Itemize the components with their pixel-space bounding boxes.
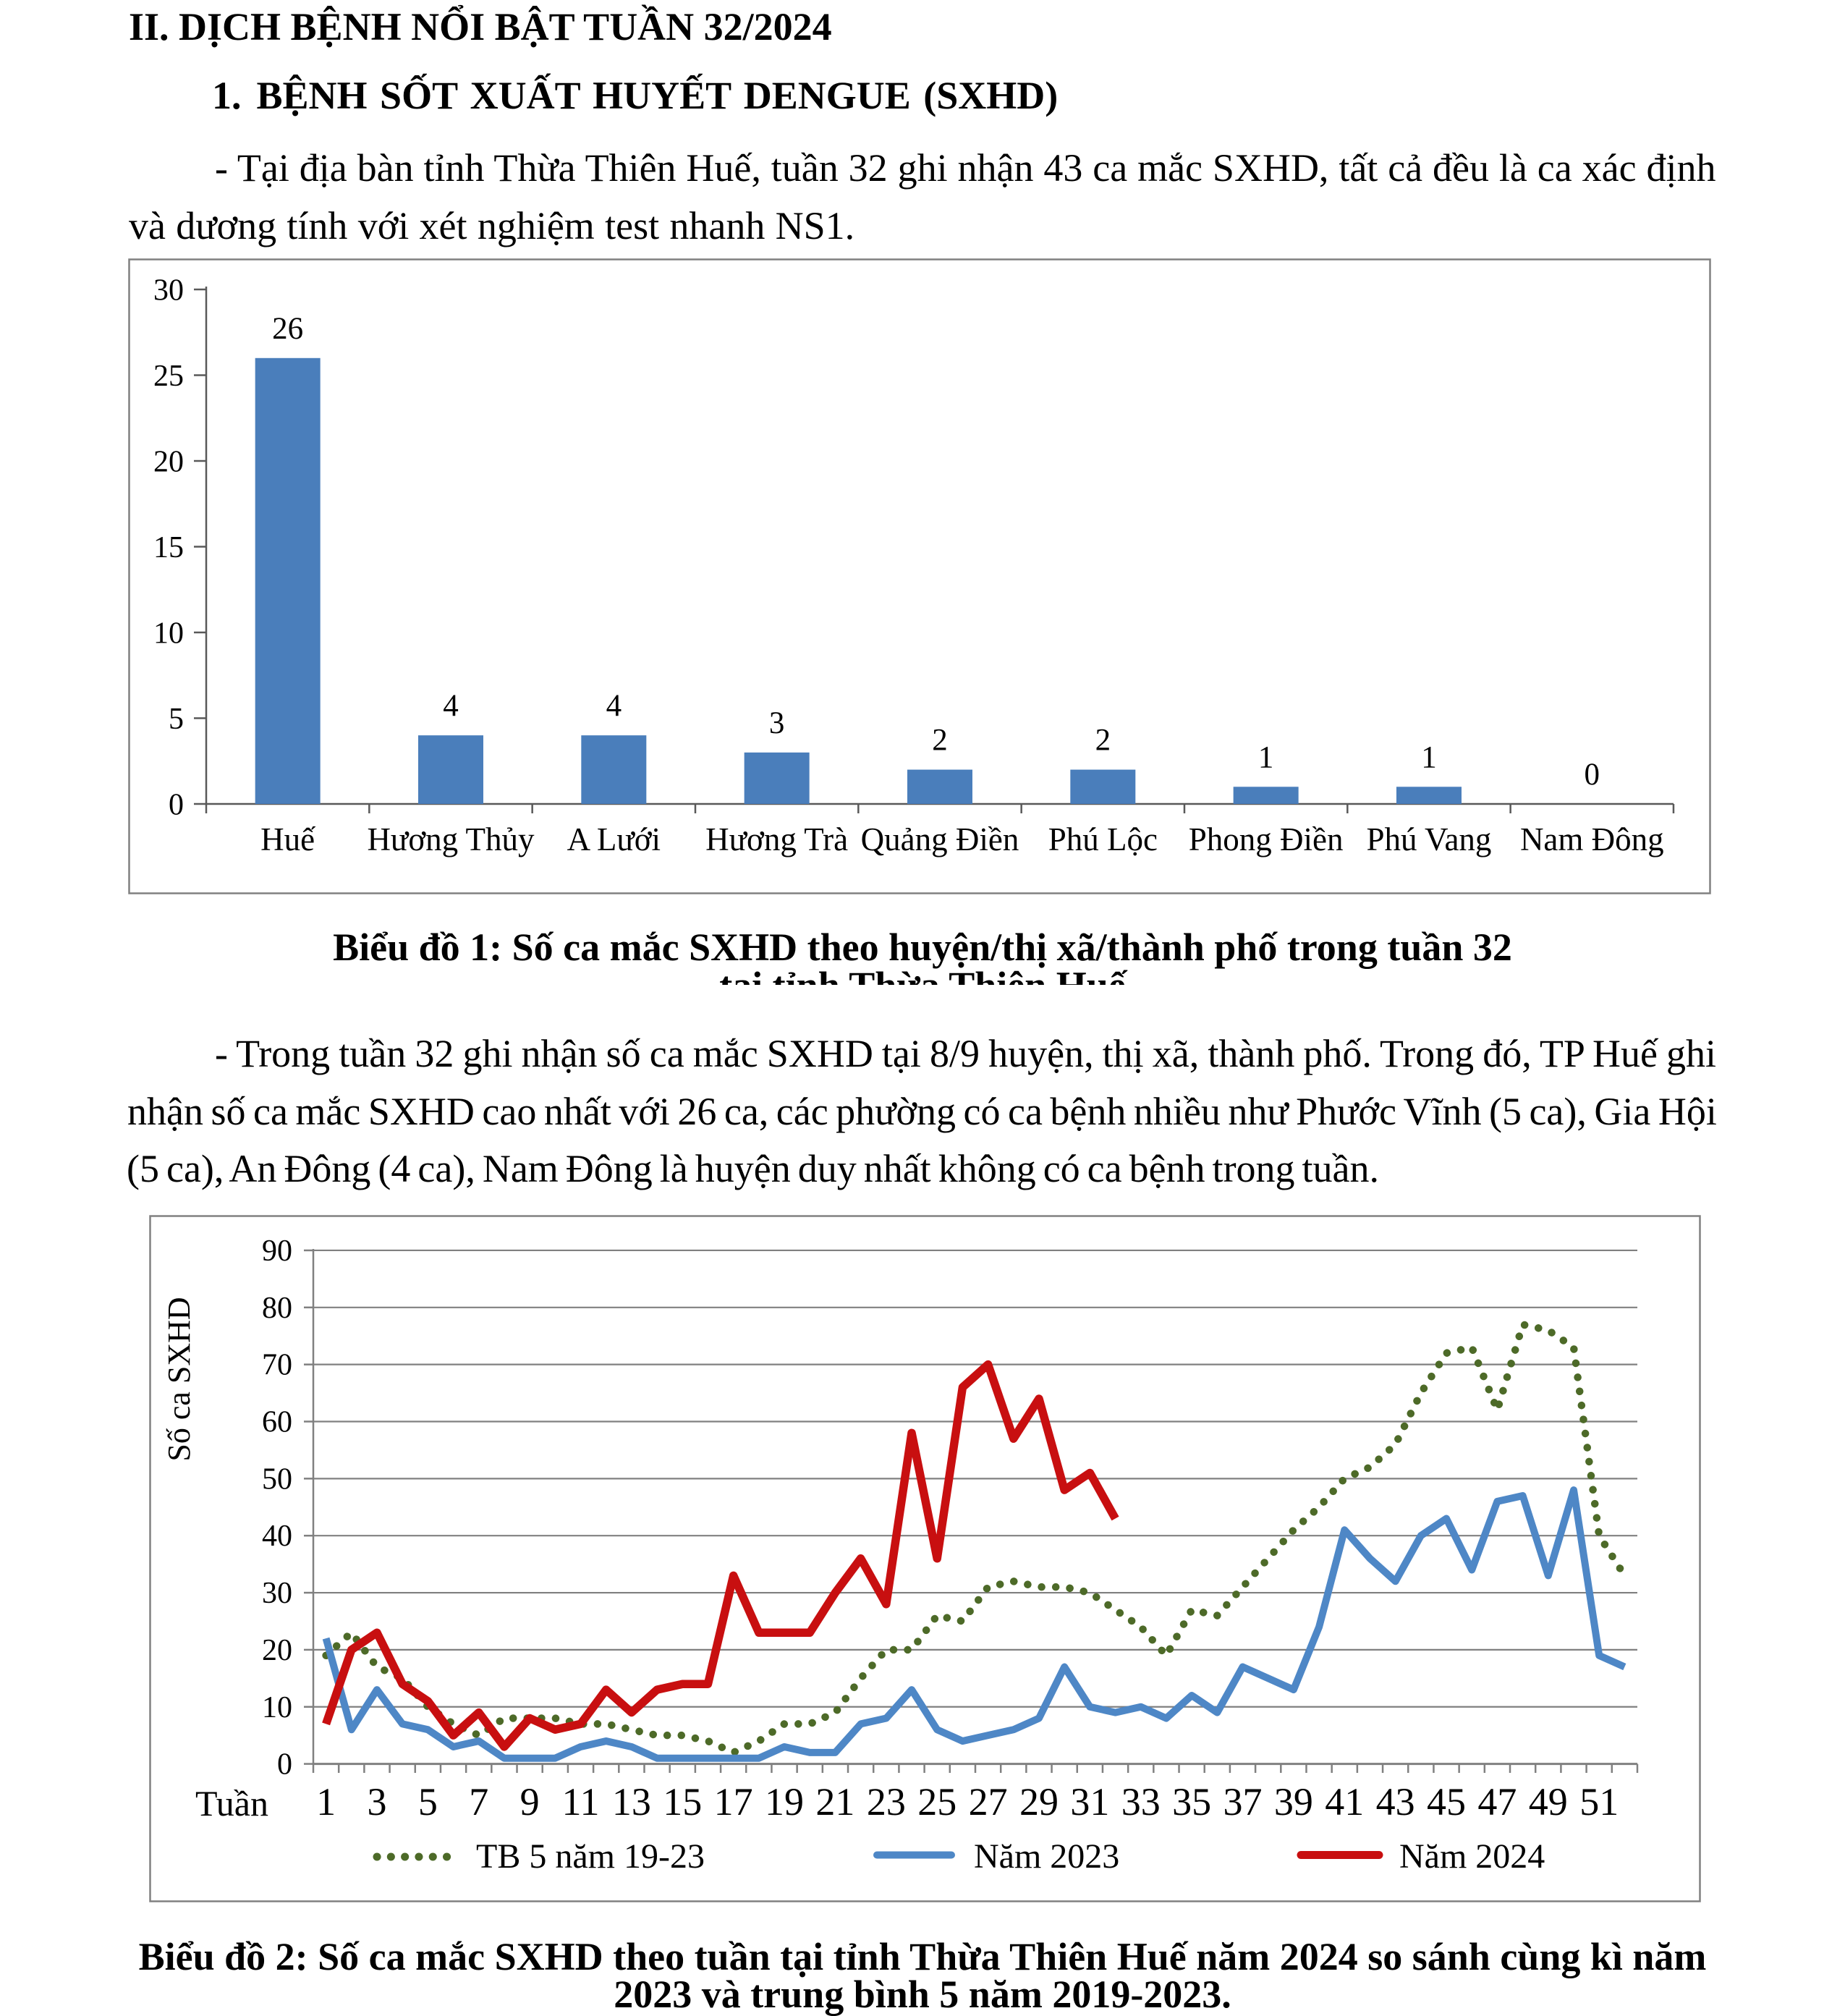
svg-text:11: 11 <box>562 1780 600 1824</box>
svg-text:15: 15 <box>663 1780 702 1824</box>
svg-text:20: 20 <box>262 1634 292 1667</box>
svg-text:39: 39 <box>1274 1780 1313 1824</box>
svg-text:2: 2 <box>932 724 948 758</box>
svg-text:Huế: Huế <box>260 821 315 857</box>
svg-text:15: 15 <box>153 531 184 564</box>
svg-text:23: 23 <box>867 1780 906 1824</box>
svg-text:Phú Vang: Phú Vang <box>1366 821 1491 857</box>
svg-text:13: 13 <box>612 1780 651 1824</box>
svg-text:10: 10 <box>262 1691 292 1724</box>
svg-text:30: 30 <box>262 1577 292 1610</box>
svg-text:90: 90 <box>262 1234 292 1268</box>
svg-text:A Lưới: A Lưới <box>567 821 661 857</box>
svg-text:Phú Lộc: Phú Lộc <box>1048 821 1158 857</box>
svg-text:1: 1 <box>1421 740 1437 774</box>
svg-text:Quảng Điền: Quảng Điền <box>861 821 1019 857</box>
svg-text:Số ca SXHD: Số ca SXHD <box>161 1297 197 1461</box>
svg-text:60: 60 <box>262 1406 292 1439</box>
svg-text:50: 50 <box>262 1462 292 1496</box>
svg-text:80: 80 <box>262 1292 292 1325</box>
svg-text:7: 7 <box>469 1780 488 1824</box>
svg-text:27: 27 <box>969 1780 1008 1824</box>
svg-text:2: 2 <box>1095 724 1111 758</box>
svg-text:3: 3 <box>769 706 785 740</box>
svg-text:Hương Trà: Hương Trà <box>705 821 848 857</box>
svg-text:45: 45 <box>1427 1780 1466 1824</box>
svg-text:4: 4 <box>606 689 622 723</box>
svg-text:33: 33 <box>1121 1780 1161 1824</box>
svg-text:Hương Thủy: Hương Thủy <box>367 821 535 857</box>
svg-text:3: 3 <box>367 1780 386 1824</box>
svg-text:25: 25 <box>153 360 184 393</box>
svg-text:Năm 2024: Năm 2024 <box>1399 1837 1545 1876</box>
svg-text:49: 49 <box>1529 1780 1568 1824</box>
svg-text:30: 30 <box>153 274 184 308</box>
svg-text:47: 47 <box>1477 1780 1517 1824</box>
svg-text:17: 17 <box>714 1780 753 1824</box>
svg-text:25: 25 <box>917 1780 957 1824</box>
svg-text:37: 37 <box>1223 1780 1263 1824</box>
svg-text:70: 70 <box>262 1349 292 1382</box>
svg-text:26: 26 <box>272 312 303 346</box>
svg-text:31: 31 <box>1070 1780 1109 1824</box>
svg-text:9: 9 <box>520 1780 540 1824</box>
svg-text:20: 20 <box>153 446 184 479</box>
svg-text:0: 0 <box>1585 758 1600 792</box>
svg-text:Tuần: Tuần <box>195 1783 268 1824</box>
svg-text:Phong Điền: Phong Điền <box>1189 821 1344 857</box>
svg-text:Năm 2023: Năm 2023 <box>974 1837 1119 1876</box>
svg-text:4: 4 <box>443 689 459 723</box>
svg-text:40: 40 <box>262 1520 292 1553</box>
svg-text:41: 41 <box>1325 1780 1364 1824</box>
svg-text:19: 19 <box>765 1780 804 1824</box>
svg-text:21: 21 <box>815 1780 854 1824</box>
svg-text:43: 43 <box>1376 1780 1415 1824</box>
svg-text:Nam Đông: Nam Đông <box>1520 821 1664 857</box>
svg-text:5: 5 <box>418 1780 438 1824</box>
svg-text:TB 5 năm 19-23: TB 5 năm 19-23 <box>476 1837 705 1876</box>
svg-text:5: 5 <box>169 703 184 736</box>
svg-text:0: 0 <box>277 1748 292 1782</box>
svg-text:0: 0 <box>169 789 184 822</box>
svg-text:29: 29 <box>1019 1780 1059 1824</box>
svg-text:1: 1 <box>1258 740 1274 774</box>
svg-text:1: 1 <box>316 1780 336 1824</box>
svg-text:51: 51 <box>1579 1780 1619 1824</box>
svg-text:35: 35 <box>1172 1780 1211 1824</box>
svg-text:10: 10 <box>153 617 184 651</box>
